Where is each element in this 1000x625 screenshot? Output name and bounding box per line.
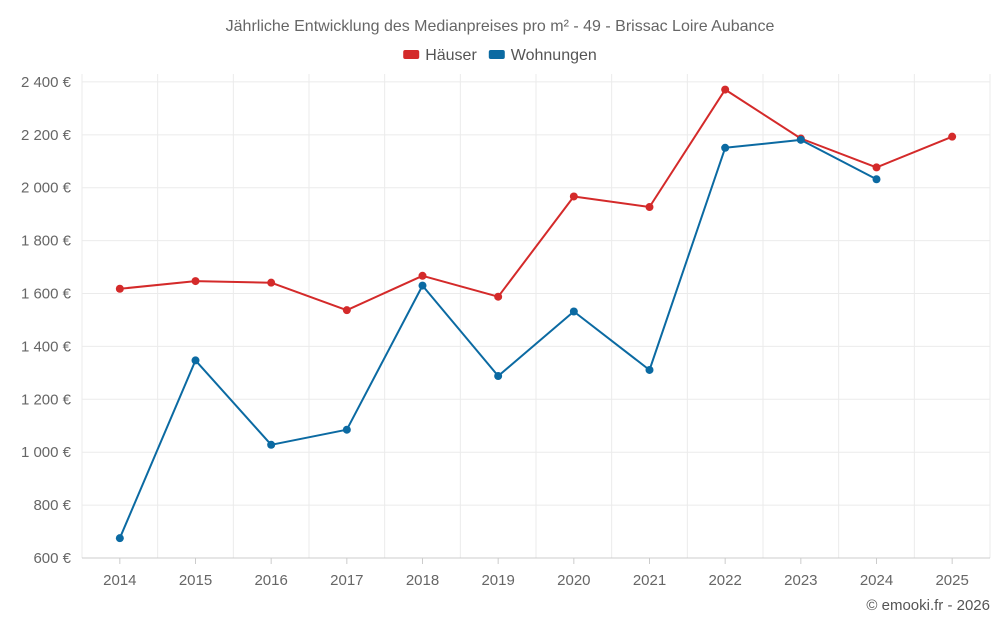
legend-swatch — [488, 50, 505, 59]
data-point-wohnungen[interactable] — [267, 440, 276, 449]
x-tick-label: 2017 — [330, 572, 363, 589]
legend-swatch — [403, 50, 420, 59]
legend-item-wohnungen[interactable]: Wohnungen — [488, 47, 597, 64]
data-point-haeuser[interactable] — [191, 277, 200, 286]
data-point-haeuser[interactable] — [115, 284, 124, 293]
data-point-wohnungen[interactable] — [115, 534, 124, 543]
x-tick-label: 2018 — [406, 572, 439, 589]
data-point-haeuser[interactable] — [267, 278, 276, 287]
credit-text: © emooki.fr - 2026 — [866, 597, 990, 614]
y-tick-label: 1 200 € — [21, 391, 72, 408]
data-point-wohnungen[interactable] — [191, 356, 200, 365]
x-tick-label: 2021 — [633, 572, 666, 589]
data-point-haeuser[interactable] — [645, 203, 654, 212]
y-tick-label: 800 € — [33, 497, 71, 514]
data-point-haeuser[interactable] — [721, 85, 730, 94]
data-point-haeuser[interactable] — [948, 132, 957, 141]
x-tick-label: 2015 — [179, 572, 212, 589]
y-tick-label: 1 600 € — [21, 286, 72, 303]
data-point-haeuser[interactable] — [418, 271, 427, 280]
data-point-wohnungen[interactable] — [342, 425, 351, 434]
series-haeuser — [115, 85, 957, 315]
data-point-wohnungen[interactable] — [418, 281, 427, 290]
legend-label: Wohnungen — [511, 47, 597, 64]
y-tick-label: 600 € — [33, 550, 71, 567]
data-point-wohnungen[interactable] — [494, 372, 503, 381]
gridlines — [81, 74, 991, 559]
data-point-haeuser[interactable] — [872, 163, 881, 172]
data-point-haeuser[interactable] — [569, 192, 578, 201]
chart-title: Jährliche Entwicklung des Medianpreises … — [226, 18, 775, 35]
y-tick-label: 2 200 € — [21, 127, 72, 144]
data-point-haeuser[interactable] — [342, 306, 351, 315]
data-point-wohnungen[interactable] — [872, 175, 881, 184]
data-point-haeuser[interactable] — [494, 292, 503, 301]
x-axis: 2014 2015 2016 2017 2018 2019 2020 2021 2022 2023… — [82, 557, 990, 589]
x-tick-label: 2019 — [481, 572, 514, 589]
x-tick-label: 2014 — [103, 572, 136, 589]
x-tick-label: 2025 — [935, 572, 968, 589]
y-tick-label: 1 400 € — [21, 338, 72, 355]
data-point-wohnungen[interactable] — [645, 365, 654, 374]
data-point-wohnungen[interactable] — [796, 135, 805, 144]
y-tick-label: 1 000 € — [21, 444, 72, 461]
legend: Häuser Wohnungen — [403, 47, 597, 64]
x-tick-label: 2024 — [860, 572, 893, 589]
y-tick-label: 2 000 € — [21, 180, 72, 197]
data-point-wohnungen[interactable] — [569, 307, 578, 316]
legend-label: Häuser — [425, 47, 477, 64]
x-tick-label: 2016 — [254, 572, 287, 589]
y-axis: 600 € 800 € 1 000 € 1 200 € 1 400 € 1 600 € 1 … — [21, 74, 72, 567]
x-tick-label: 2023 — [784, 572, 817, 589]
series-line-haeuser — [118, 88, 954, 312]
series-wohnungen — [115, 135, 881, 543]
data-point-wohnungen[interactable] — [721, 143, 730, 152]
legend-item-haeuser[interactable]: Häuser — [403, 47, 477, 64]
x-tick-label: 2022 — [708, 572, 741, 589]
y-tick-label: 2 400 € — [21, 74, 72, 91]
x-tick-label: 2020 — [557, 572, 590, 589]
y-tick-label: 1 800 € — [21, 233, 72, 250]
series-group — [115, 85, 957, 543]
